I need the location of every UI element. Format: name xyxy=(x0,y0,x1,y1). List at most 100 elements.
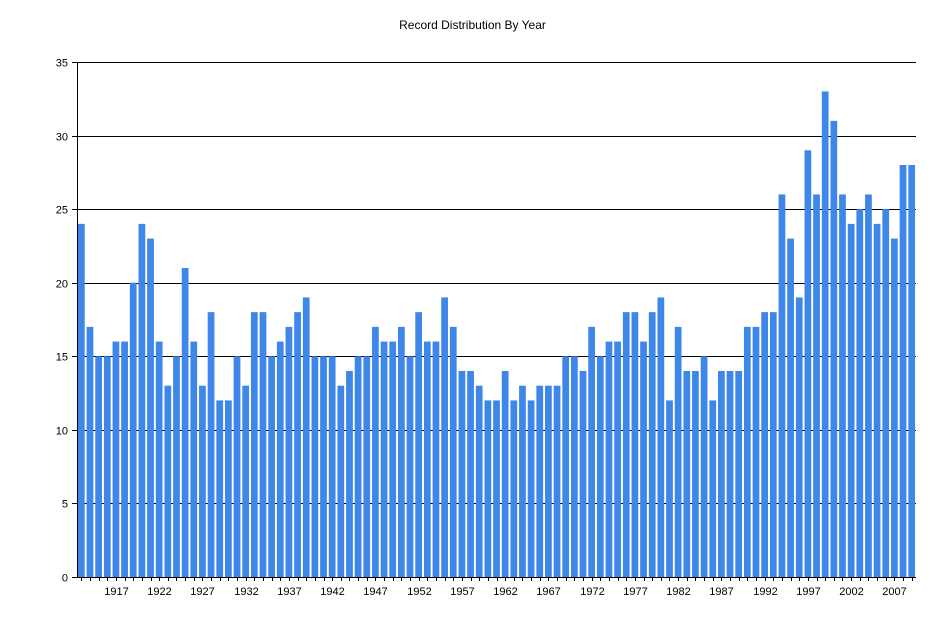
bar xyxy=(190,341,198,577)
bar xyxy=(839,194,846,577)
bar xyxy=(199,385,206,577)
x-tick-label: 1932 xyxy=(234,586,258,598)
bar xyxy=(614,341,621,577)
y-tick-label: 10 xyxy=(56,426,68,438)
bar xyxy=(856,209,864,577)
bar xyxy=(631,312,639,577)
x-tick-label: 1982 xyxy=(666,586,690,598)
x-tick-label: 1937 xyxy=(277,586,301,598)
y-tick-label: 35 xyxy=(56,58,68,70)
bar xyxy=(735,371,743,577)
x-tick-label: 1917 xyxy=(104,586,128,598)
bar xyxy=(242,385,250,577)
bar xyxy=(138,223,146,578)
bar xyxy=(821,91,829,578)
x-tick-label: 1957 xyxy=(450,586,474,598)
bar xyxy=(761,312,769,577)
bar xyxy=(882,209,890,577)
bar xyxy=(683,371,691,577)
bar xyxy=(276,341,284,577)
bar xyxy=(147,238,154,577)
bar xyxy=(337,385,345,577)
y-tick-label: 30 xyxy=(56,132,68,144)
bar xyxy=(847,223,855,578)
bar xyxy=(778,194,786,577)
x-tick-label: 1962 xyxy=(493,586,517,598)
bar xyxy=(657,297,665,577)
bar xyxy=(86,326,94,577)
x-tick-label: 1947 xyxy=(363,586,387,598)
bar xyxy=(726,371,734,577)
bar xyxy=(467,371,474,577)
x-tick-label: 1997 xyxy=(796,586,820,598)
bar xyxy=(501,371,509,577)
x-tick-label: 1922 xyxy=(147,586,171,598)
bar xyxy=(899,165,907,577)
bar xyxy=(250,312,258,577)
bar xyxy=(718,371,725,577)
bar xyxy=(432,341,440,577)
bar xyxy=(527,400,535,577)
bar xyxy=(233,356,241,577)
y-tick-label: 5 xyxy=(62,499,68,511)
bar xyxy=(873,223,881,578)
bar xyxy=(181,268,189,577)
bar xyxy=(787,238,794,577)
bar xyxy=(112,341,120,577)
bar xyxy=(519,385,526,577)
y-tick-label: 20 xyxy=(56,279,68,291)
bar xyxy=(372,326,379,577)
bar xyxy=(363,356,371,577)
bar xyxy=(458,371,466,577)
bar xyxy=(493,400,500,577)
bar xyxy=(579,371,587,577)
y-tick-label: 15 xyxy=(56,352,68,364)
bar xyxy=(648,312,656,577)
bar xyxy=(692,371,699,577)
bar xyxy=(302,297,310,577)
bar xyxy=(95,356,102,577)
bar xyxy=(553,385,561,577)
bar xyxy=(640,341,647,577)
x-tick-label: 1977 xyxy=(623,586,647,598)
bar xyxy=(666,400,673,577)
bar xyxy=(164,385,172,577)
bar xyxy=(268,356,275,577)
bar xyxy=(596,356,604,577)
bar xyxy=(709,400,717,577)
bar xyxy=(173,356,180,577)
bar xyxy=(155,341,163,577)
bar xyxy=(294,312,301,577)
y-tick-label: 25 xyxy=(56,205,68,217)
bar xyxy=(121,341,128,577)
bar xyxy=(406,356,414,577)
bar xyxy=(397,326,405,577)
x-tick-label: 1952 xyxy=(407,586,431,598)
x-tick-label: 2002 xyxy=(839,586,863,598)
bar xyxy=(830,120,838,578)
chart-title: Record Distribution By Year xyxy=(399,18,546,32)
bar xyxy=(415,312,423,577)
x-tick-label: 1992 xyxy=(753,586,777,598)
bar xyxy=(311,356,319,577)
x-tick-label: 1967 xyxy=(536,586,560,598)
bar xyxy=(484,400,492,577)
bar xyxy=(389,341,397,577)
bar xyxy=(570,356,578,577)
bar xyxy=(795,297,803,577)
bar xyxy=(545,385,552,577)
bar xyxy=(328,356,336,577)
x-tick-label: 2007 xyxy=(882,586,906,598)
bar xyxy=(259,312,267,577)
bar xyxy=(743,326,751,577)
bar xyxy=(700,356,708,577)
bar xyxy=(346,371,353,577)
bar xyxy=(77,223,85,578)
bar xyxy=(207,312,215,577)
x-tick-label: 1927 xyxy=(190,586,214,598)
bar xyxy=(588,326,596,577)
y-tick-label: 0 xyxy=(62,573,68,585)
bar xyxy=(605,341,613,577)
